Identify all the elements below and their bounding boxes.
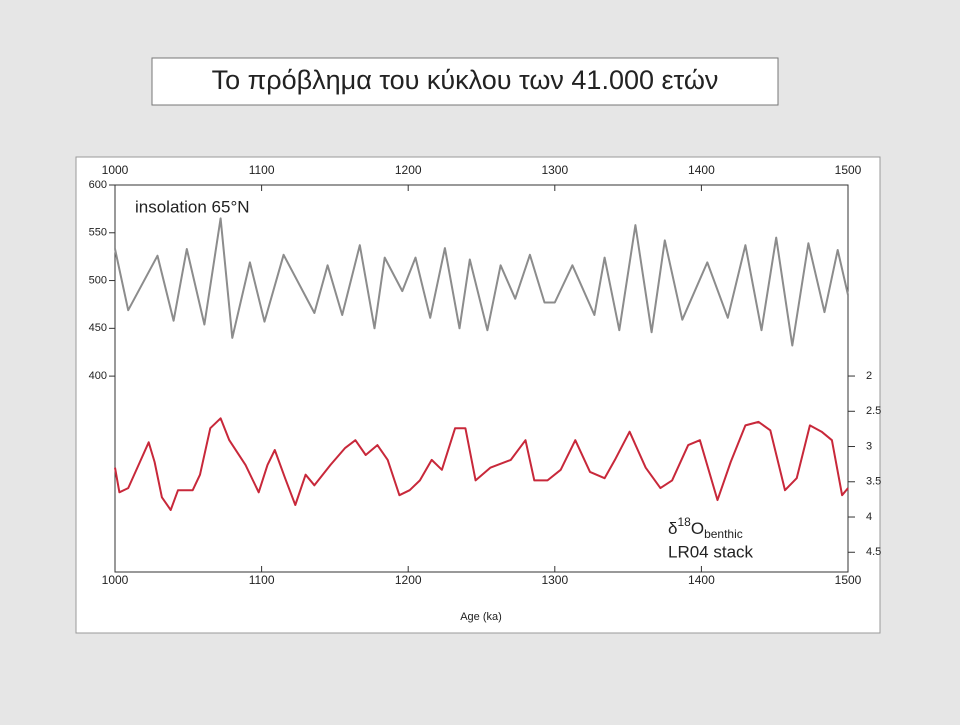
x-tick-label-top: 1400 — [688, 163, 715, 177]
x-tick-label: 1500 — [835, 573, 862, 587]
slide-title: Το πρόβλημα του κύκλου των 41.000 ετών — [212, 65, 719, 95]
series-line — [114, 217, 849, 347]
x-tick-label-top: 1200 — [395, 163, 422, 177]
series-line — [114, 417, 849, 511]
y2-tick-label: 2.5 — [866, 405, 881, 417]
y-tick-label: 600 — [89, 179, 107, 191]
chart-panel — [75, 156, 881, 634]
x-tick-label: 1300 — [541, 573, 568, 587]
delta: δ — [668, 519, 677, 538]
title-box — [151, 57, 779, 106]
plot-frame — [114, 184, 849, 573]
x-tick-label: 1000 — [102, 573, 129, 587]
delta-label: δ18Obenthic — [668, 515, 743, 541]
x-tick-label: 1400 — [688, 573, 715, 587]
annotation: insolation 65°N — [135, 197, 250, 216]
x-tick-label: 1100 — [249, 573, 275, 587]
sub: benthic — [704, 527, 743, 541]
y2-tick-label: 4.5 — [866, 546, 881, 558]
y2-tick-label: 3 — [866, 440, 872, 452]
y-tick-label: 550 — [89, 227, 107, 239]
annotation: LR04 stack — [668, 542, 754, 561]
x-tick-label-top: 1500 — [835, 163, 862, 177]
y-tick-label: 450 — [89, 322, 107, 334]
x-tick-label-top: 1100 — [249, 163, 275, 177]
base: O — [691, 519, 704, 538]
x-tick-label-top: 1000 — [102, 163, 129, 177]
y2-tick-label: 3.5 — [866, 476, 881, 488]
x-axis-label: Age (ka) — [460, 611, 502, 623]
y2-tick-label: 2 — [866, 370, 872, 382]
y2-tick-label: 4 — [866, 511, 872, 523]
y-tick-label: 500 — [89, 274, 107, 286]
y-tick-label: 400 — [89, 370, 107, 382]
x-tick-label-top: 1300 — [541, 163, 568, 177]
x-tick-label: 1200 — [395, 573, 422, 587]
sup: 18 — [677, 515, 691, 529]
